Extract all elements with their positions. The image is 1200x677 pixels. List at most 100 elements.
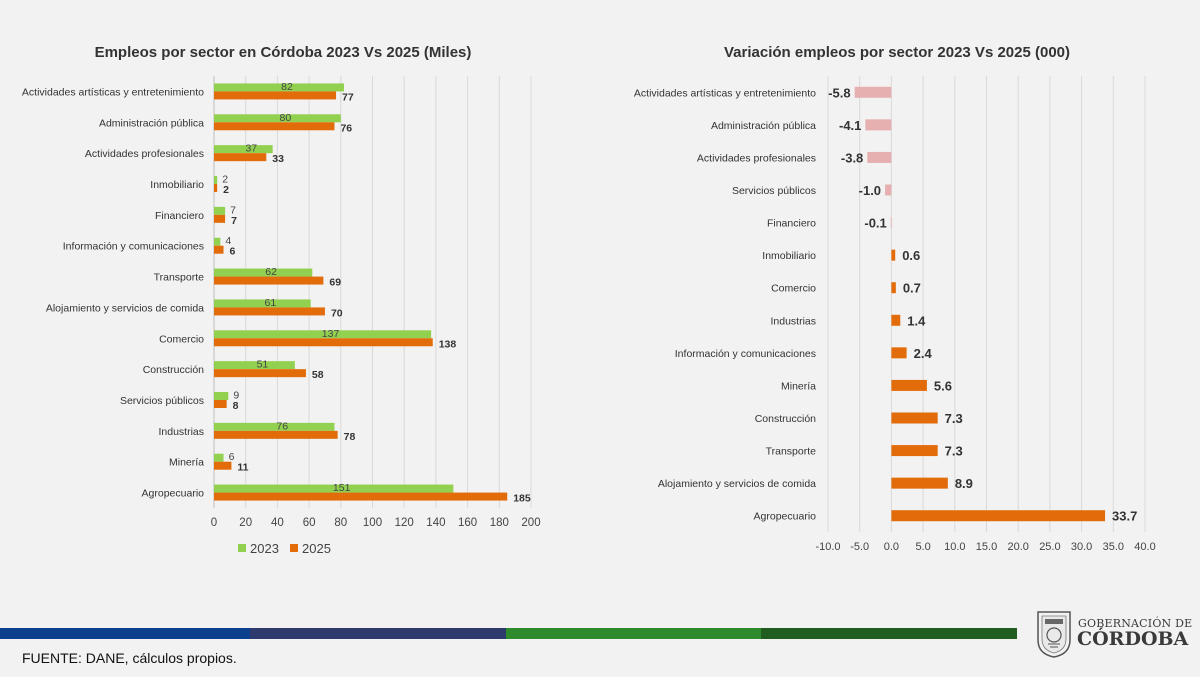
data-label-2025: 58 — [312, 369, 324, 381]
x-tick-label: 100 — [363, 517, 382, 529]
category-label: Administración pública — [99, 117, 204, 129]
x-tick-label: 30.0 — [1071, 541, 1092, 553]
bar-2025 — [214, 461, 232, 470]
right-chart-x-ticks: -10.0 -5.0 0.0 5.0 10.0 15.0 20.0 25.0 30.0 35.0 4… — [815, 541, 1155, 553]
left-chart-x-ticks: 0 20 40 60 80 100 120 140 160 180 200 — [211, 517, 541, 529]
x-tick-label: 60 — [303, 517, 316, 529]
x-tick-label: 120 — [395, 517, 414, 529]
bar-2025 — [214, 276, 324, 285]
category-label: Construcción — [143, 364, 204, 376]
category-label: Administración pública — [711, 120, 816, 132]
footer-stripe-navy — [250, 628, 506, 639]
right-chart-bars: -5.8 -4.1 -3.8 -1.0 -0.1 0.6 0.7 1.4 2.4 5.6 7.3 7.… — [828, 85, 1137, 523]
x-tick-label: 140 — [426, 517, 445, 529]
data-label-2025: 33 — [272, 153, 284, 165]
x-tick-label: 15.0 — [976, 541, 997, 553]
data-label: 1.4 — [907, 313, 926, 328]
x-tick-label: -10.0 — [815, 541, 840, 553]
bar-2025 — [214, 400, 227, 408]
variation-bar — [885, 184, 892, 196]
x-tick-label: 5.0 — [915, 541, 930, 553]
data-label: 8.9 — [955, 476, 973, 491]
data-label-2025: 69 — [329, 277, 341, 289]
x-tick-label: 0.0 — [884, 541, 899, 553]
bar-2023 — [214, 453, 224, 462]
data-label-2025: 78 — [344, 431, 356, 443]
bar-2023 — [214, 145, 273, 154]
right-chart-title: Variación empleos por sector 2023 Vs 202… — [724, 44, 1070, 61]
category-label: Información y comunicaciones — [675, 348, 816, 360]
data-label-2025: 70 — [331, 307, 343, 319]
bar-2023 — [214, 484, 454, 493]
x-tick-label: 20.0 — [1007, 541, 1028, 553]
data-label: -5.8 — [828, 85, 850, 100]
x-tick-label: 160 — [458, 517, 477, 529]
x-tick-label: 180 — [490, 517, 509, 529]
variation-bar — [891, 347, 907, 359]
legend-label-2023: 2023 — [250, 541, 279, 556]
data-label-2023: 51 — [257, 359, 269, 371]
data-label: -3.8 — [841, 150, 863, 165]
data-label: -4.1 — [839, 118, 861, 133]
x-tick-label: 20 — [239, 517, 252, 529]
category-label: Actividades profesionales — [85, 148, 204, 160]
right-chart: Variación empleos por sector 2023 Vs 202… — [634, 44, 1156, 553]
x-tick-label: 10.0 — [944, 541, 965, 553]
variation-bar — [867, 151, 892, 163]
category-label: Minería — [781, 380, 816, 392]
bar-2023 — [214, 176, 218, 184]
category-label: Industrias — [770, 315, 816, 327]
data-label-2025: 2 — [223, 184, 229, 196]
variation-bar — [891, 379, 927, 391]
category-label: Minería — [169, 457, 204, 469]
category-label: Transporte — [766, 446, 817, 458]
data-label-2023: 9 — [233, 390, 239, 402]
bar-2023 — [214, 206, 226, 215]
category-label: Servicios públicos — [120, 395, 204, 407]
data-label: -0.1 — [864, 216, 886, 231]
category-label: Inmobiliario — [762, 250, 816, 262]
variation-bar — [865, 119, 892, 131]
data-label-2025: 8 — [233, 400, 239, 412]
left-chart-legend: 2023 2025 — [238, 541, 331, 556]
logo-line-1: GOBERNACIÓN DE — [1078, 617, 1193, 630]
data-label: 7.3 — [945, 444, 963, 459]
variation-bar — [891, 249, 896, 261]
data-label: 0.7 — [903, 281, 921, 296]
bar-2025 — [214, 338, 433, 347]
shield-icon — [1037, 611, 1071, 658]
data-label: 7.3 — [945, 411, 963, 426]
data-label-2023: 137 — [322, 328, 340, 340]
data-label-2025: 77 — [342, 91, 354, 103]
data-label-2023: 37 — [245, 143, 257, 155]
category-label: Servicios públicos — [732, 185, 816, 197]
left-chart-category-labels: Actividades artísticas y entretenimiento… — [22, 86, 204, 499]
data-label-2023: 62 — [265, 266, 277, 278]
left-chart-bars: 8277807637332277466269617013713851589876… — [214, 81, 531, 505]
data-label-2025: 185 — [513, 493, 531, 505]
data-label-2025: 11 — [237, 462, 248, 474]
legend-swatch-2023 — [238, 544, 246, 552]
category-label: Financiero — [767, 218, 816, 230]
category-label: Inmobiliario — [150, 179, 204, 191]
category-label: Comercio — [159, 333, 204, 345]
category-label: Comercio — [771, 283, 816, 295]
footer-stripe-blue — [0, 628, 250, 639]
data-label-2023: 82 — [281, 81, 293, 93]
bar-2025 — [214, 214, 226, 223]
left-chart-title: Empleos por sector en Córdoba 2023 Vs 20… — [95, 44, 472, 61]
bar-2023 — [214, 114, 341, 123]
footer-stripe-green — [506, 628, 761, 639]
bar-2025 — [214, 307, 325, 316]
bar-2025 — [214, 430, 338, 439]
data-label-2023: 76 — [276, 420, 288, 432]
bar-2023 — [214, 237, 221, 246]
data-label-2025: 6 — [230, 246, 236, 258]
variation-bar — [854, 86, 892, 98]
variation-bar — [891, 477, 948, 489]
bar-2023 — [214, 83, 344, 92]
source-note: FUENTE: DANE, cálculos propios. — [22, 650, 237, 666]
x-tick-label: 25.0 — [1039, 541, 1060, 553]
variation-bar — [891, 282, 896, 294]
legend-label-2025: 2025 — [302, 541, 331, 556]
